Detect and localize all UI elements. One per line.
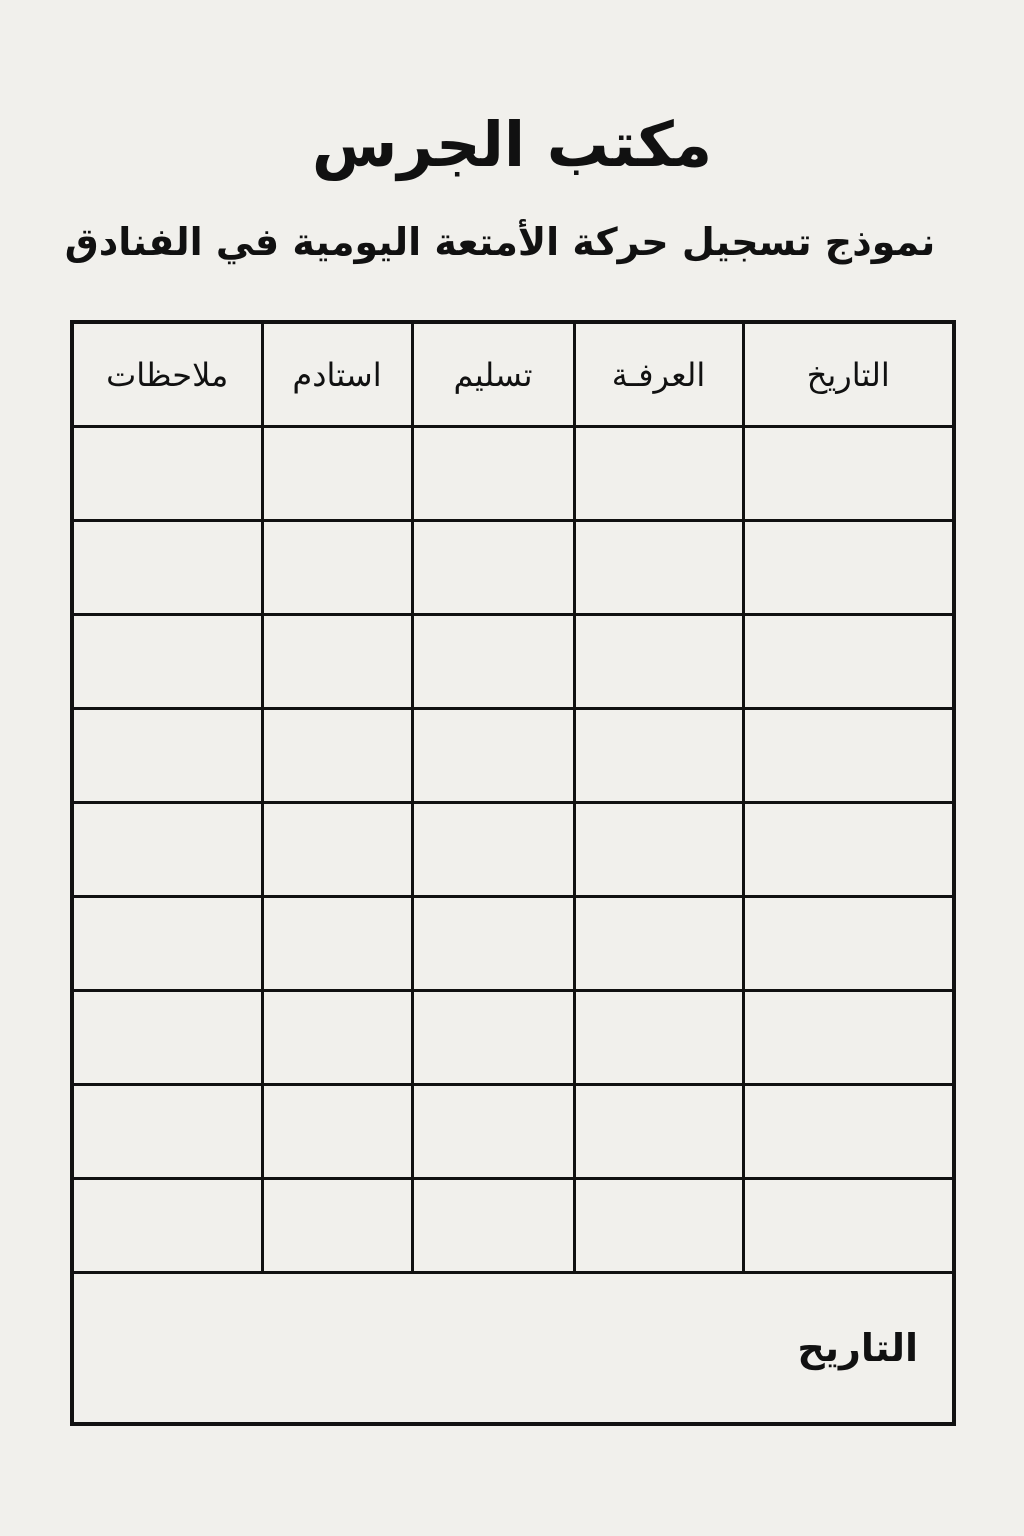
cell-delivery[interactable] [410, 989, 576, 1086]
cell-date[interactable] [741, 1177, 956, 1274]
cell-room[interactable] [572, 519, 745, 616]
cell-delivery[interactable] [410, 519, 576, 616]
cell-date[interactable] [741, 613, 956, 710]
cell-notes[interactable] [70, 989, 264, 1086]
cell-receipt[interactable] [260, 989, 414, 1086]
footer-date-field[interactable]: التاريح [70, 1271, 956, 1426]
cell-delivery[interactable] [410, 895, 576, 992]
cell-notes[interactable] [70, 1177, 264, 1274]
cell-date[interactable] [741, 519, 956, 616]
cell-receipt[interactable] [260, 801, 414, 898]
cell-notes[interactable] [70, 425, 264, 522]
cell-room[interactable] [572, 707, 745, 804]
form-subtitle: نموذج تسجيل حركة الأمتعة اليومية في الفن… [64, 220, 936, 264]
footer-row: التاريح [70, 1271, 956, 1426]
column-header-date: التاريخ [741, 320, 956, 428]
column-header-room: العرفـة [572, 320, 745, 428]
cell-notes[interactable] [70, 801, 264, 898]
cell-notes[interactable] [70, 1083, 264, 1180]
table-row [70, 1083, 956, 1180]
cell-date[interactable] [741, 895, 956, 992]
cell-date[interactable] [741, 801, 956, 898]
form-title: مكتب الجرس [311, 108, 713, 181]
cell-receipt[interactable] [260, 425, 414, 522]
column-header-notes: ملاحظات [70, 320, 264, 428]
cell-receipt[interactable] [260, 895, 414, 992]
table-row [70, 613, 956, 710]
cell-room[interactable] [572, 613, 745, 710]
luggage-log-table: التاريخ العرفـة تسليم استادم ملاحظات الت… [70, 320, 956, 1426]
cell-receipt[interactable] [260, 1083, 414, 1180]
table-row [70, 519, 956, 616]
table-row [70, 801, 956, 898]
cell-room[interactable] [572, 1177, 745, 1274]
cell-receipt[interactable] [260, 1177, 414, 1274]
table-row [70, 1177, 956, 1274]
cell-delivery[interactable] [410, 1083, 576, 1180]
cell-room[interactable] [572, 425, 745, 522]
cell-date[interactable] [741, 425, 956, 522]
cell-date[interactable] [741, 1083, 956, 1180]
cell-room[interactable] [572, 801, 745, 898]
cell-notes[interactable] [70, 895, 264, 992]
table-row [70, 895, 956, 992]
cell-delivery[interactable] [410, 613, 576, 710]
cell-room[interactable] [572, 895, 745, 992]
cell-receipt[interactable] [260, 707, 414, 804]
table-row [70, 989, 956, 1086]
table-row [70, 707, 956, 804]
table-header-row: التاريخ العرفـة تسليم استادم ملاحظات [70, 320, 956, 428]
table-row [70, 425, 956, 522]
cell-notes[interactable] [70, 707, 264, 804]
column-header-delivery: تسليم [410, 320, 576, 428]
cell-date[interactable] [741, 989, 956, 1086]
cell-notes[interactable] [70, 613, 264, 710]
cell-room[interactable] [572, 1083, 745, 1180]
cell-receipt[interactable] [260, 519, 414, 616]
cell-date[interactable] [741, 707, 956, 804]
cell-delivery[interactable] [410, 707, 576, 804]
column-header-receipt: استادم [260, 320, 414, 428]
cell-room[interactable] [572, 989, 745, 1086]
footer-date-label: التاريح [797, 1326, 918, 1370]
cell-delivery[interactable] [410, 1177, 576, 1274]
cell-receipt[interactable] [260, 613, 414, 710]
cell-delivery[interactable] [410, 425, 576, 522]
cell-delivery[interactable] [410, 801, 576, 898]
cell-notes[interactable] [70, 519, 264, 616]
